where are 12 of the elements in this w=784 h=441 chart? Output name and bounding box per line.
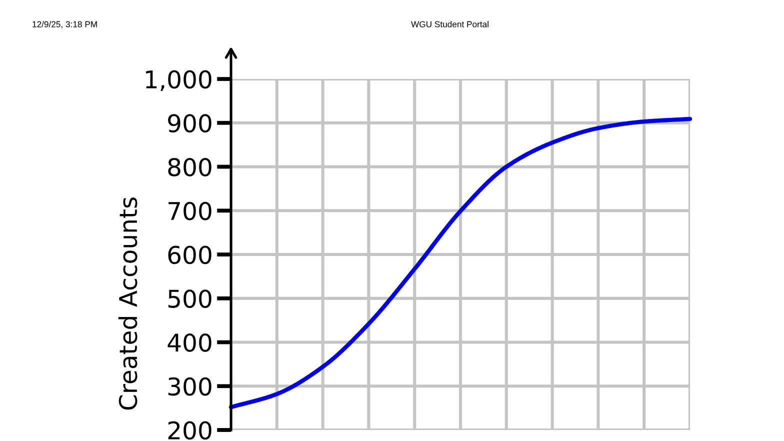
- y-tick-label: 200: [168, 421, 212, 440]
- text: 12/9/25, 3:18 PM: [32, 20, 97, 28]
- y-tick-label: 700: [168, 202, 212, 220]
- y-tick-label: 400: [168, 333, 212, 352]
- y-tick-label: 1,000: [146, 70, 212, 92]
- y-tick-label: 900: [168, 114, 212, 132]
- y-tick-label: 800: [168, 158, 212, 176]
- text: WGU Student Portal: [411, 20, 488, 28]
- y-tick-label: 500: [168, 290, 212, 308]
- y-axis-title: Created Accounts: [118, 197, 138, 410]
- y-tick-label: 600: [168, 246, 212, 264]
- y-tick-label: 300: [168, 377, 212, 396]
